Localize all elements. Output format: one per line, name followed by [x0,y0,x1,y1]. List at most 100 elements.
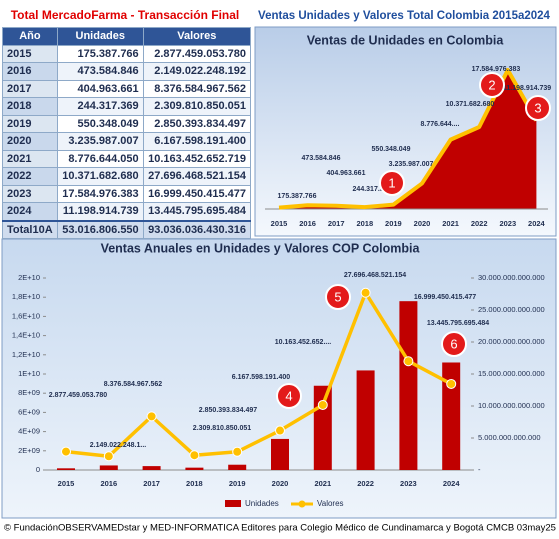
table-row: 2017 404.963.661 8.376.584.967.562 [2,79,252,98]
y-tick-label: 1,4E+10 [12,331,40,340]
annotation-label: 5 [334,289,341,304]
line [65,290,453,458]
point [446,378,457,389]
y-tick-label: 1E+10 [18,369,40,378]
y-tick-label: 1,8E+10 [12,292,40,301]
x-tick-label: 2024 [528,219,546,228]
column-header: Valores [142,27,252,46]
data-label: 11.198.914.739 [503,85,551,92]
data-label: 17.584.976.383 [472,66,521,73]
x-tick-label: 2017 [328,219,345,228]
x-tick-label: 2021 [314,479,331,488]
summary-table: Año Unidades Valores 2015 175.387.766 2.877.4… [2,27,252,239]
table-row: 2018 244.317.369 2.309.810.850.051 [2,97,252,116]
legend-swatch [298,500,306,508]
table-cell: 2017 [2,79,58,98]
x-tick-label: 2022 [357,479,374,488]
table-row: 2015 175.387.766 2.877.459.053.780 [2,44,252,63]
bar [442,362,461,470]
data-label: 2.877.459.053.780 [49,392,107,399]
header-row: Año Unidades Valores [2,27,252,46]
annotation-label: 1 [388,175,395,190]
data-label: 550.348.049 [372,146,411,153]
panel-annual [1,238,557,519]
bar [99,465,118,470]
table-cell: 2.850.393.834.497 [142,114,252,133]
annotation-label: 3 [534,100,541,115]
x-tick-label: 2016 [100,479,117,488]
table-cell: 93.036.036.430.316 [142,219,252,239]
point [232,446,243,457]
table-cell: Total10A [2,219,58,239]
x-tick-label: 2018 [186,479,203,488]
table-cell: 13.445.795.695.484 [142,202,252,221]
table-cell: 404.963.661 [56,79,144,98]
annotation-marker [441,331,467,357]
table-cell: 3.235.987.007 [56,132,144,151]
table-cell: 2024 [2,202,58,221]
bar [142,466,161,470]
table-title: Total MercadoFarma - Transacción Final [11,8,240,22]
bar [185,467,204,470]
table-cell: 17.584.976.383 [56,184,144,203]
annotation-label: 2 [488,77,495,92]
y2-tick-label: 30.000.000.000.000 [478,273,545,282]
x-tick-label: 2015 [58,479,75,488]
annotation-marker [525,95,551,121]
data-label: 8.776.644.... [421,121,460,128]
table-cell: 473.584.846 [56,62,144,81]
table-cell: 175.387.766 [56,44,144,63]
bar [313,385,332,470]
y2-tick-label: 20.000.000.000.000 [478,337,545,346]
column-header: Unidades [56,27,144,46]
data-label: 16.999.450.415.477 [414,294,476,301]
data-label: 3.235.987.007 [389,161,434,168]
annotation-label: 6 [450,336,457,351]
legend-label: Valores [317,499,344,508]
x-tick-label: 2018 [356,219,373,228]
y2-tick-label: 15.000.000.000.000 [478,369,545,378]
line [278,68,539,210]
table-row: 2021 8.776.644.050 10.163.452.652.719 [2,149,252,168]
bar [57,468,75,470]
table-cell: 10.163.452.652.719 [142,149,252,168]
table-row: 2024 11.198.914.739 13.445.795.695.484 [2,202,252,221]
bar [399,301,418,470]
data-label: 10.371.682.680 [446,101,495,108]
table-cell: 2018 [2,97,58,116]
table-cell: 2020 [2,132,58,151]
table-row: 2016 473.584.846 2.149.022.248.192 [2,62,252,81]
y2-tick-label: 10.000.000.000.000 [478,401,545,410]
x-tick-label: 2015 [271,219,288,228]
y-tick-label: 8E+09 [18,388,40,397]
data-label: 2.149.022.248.1... [90,442,146,449]
y-tick-label: 0 [36,465,40,474]
y2-tick-label: 5.000.000.000.000 [478,433,541,442]
table-cell: 2019 [2,114,58,133]
data-label: 473.584.846 [302,155,341,162]
table-row: Total10A 53.016.806.550 93.036.036.430.316 [2,219,252,239]
data-label: 175.387.766 [278,193,317,200]
annotation-marker [379,170,405,196]
data-label: 244.317.369 [353,186,392,193]
y2-tick-label: - [478,465,481,474]
x-tick-label: 2019 [385,219,402,228]
y-tick-label: 1,2E+10 [12,350,40,359]
x-tick-label: 2021 [442,219,459,228]
x-tick-label: 2022 [471,219,488,228]
annotation-label: 4 [285,388,292,403]
point [360,287,371,298]
data-label: 10.163.452.652.... [275,339,331,346]
data-label: 2.309.810.850.051 [193,425,251,432]
point [189,450,200,461]
table-cell: 8.776.644.050 [56,149,144,168]
footer: © FundaciónOBSERVAMEDstar y MED-INFORMAT… [4,523,556,534]
x-tick-label: 2023 [499,219,516,228]
point [61,446,71,457]
x-tick-label: 2020 [272,479,289,488]
data-label: 13.445.795.695.484 [427,320,489,327]
x-tick-label: 2017 [143,479,160,488]
table-cell: 8.376.584.967.562 [142,79,252,98]
